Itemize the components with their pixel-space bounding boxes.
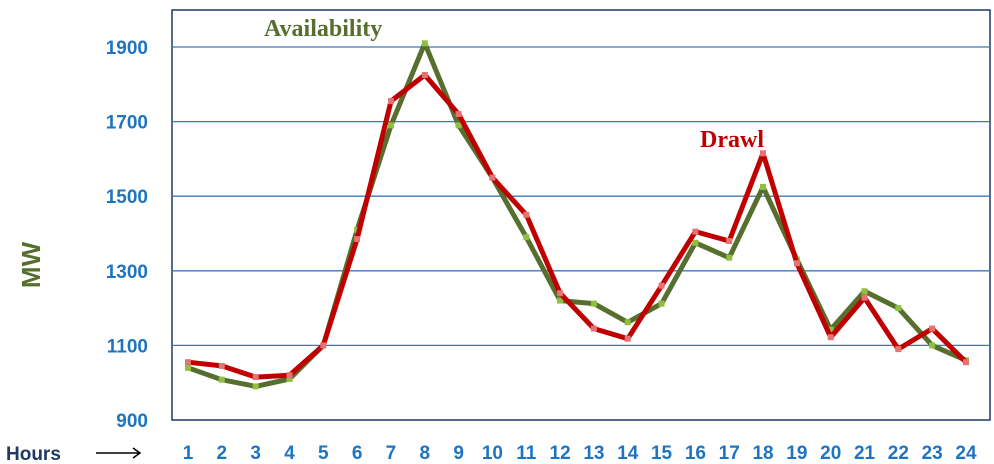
x-tick-21: 21 <box>854 443 876 464</box>
y-tick-1300: 1300 <box>106 262 148 283</box>
x-tick-17: 17 <box>719 443 740 464</box>
drawl-point-4 <box>286 372 293 379</box>
x-tick-2: 2 <box>217 443 228 464</box>
drawl-point-16 <box>692 228 699 235</box>
y-tick-1700: 1700 <box>106 113 148 134</box>
x-tick-18: 18 <box>752 443 773 464</box>
drawl-point-14 <box>624 335 631 342</box>
drawl-point-19 <box>793 260 800 267</box>
x-tick-3: 3 <box>250 443 261 464</box>
drawl-point-1 <box>185 359 191 366</box>
drawl-point-20 <box>827 334 834 341</box>
drawl-point-2 <box>218 362 225 369</box>
drawl-point-8 <box>421 72 428 78</box>
availability-point-20 <box>827 326 834 333</box>
x-tick-4: 4 <box>284 443 295 464</box>
drawl-point-10 <box>489 174 496 181</box>
y-tick-1500: 1500 <box>106 187 148 208</box>
drawl-point-13 <box>590 325 597 332</box>
x-tick-7: 7 <box>386 443 397 464</box>
drawl-point-12 <box>557 290 564 297</box>
x-tick-23: 23 <box>922 443 943 464</box>
plot-area <box>171 9 991 421</box>
x-tick-8: 8 <box>419 443 430 464</box>
y-tick-1900: 1900 <box>106 38 148 59</box>
drawl-point-11 <box>523 211 530 218</box>
x-tick-labels: 1 2 3 4 5 6 7 8 9 10 11 12 13 14 15 16 17 18 19 20 21 22 23 24 <box>183 443 977 464</box>
y-tick-900: 900 <box>116 411 148 432</box>
x-tick-9: 9 <box>453 443 464 464</box>
availability-point-21 <box>861 288 868 295</box>
availability-point-16 <box>692 239 699 246</box>
x-tick-16: 16 <box>685 443 706 464</box>
x-tick-12: 12 <box>550 443 571 464</box>
availability-point-22 <box>895 305 902 312</box>
availability-point-18 <box>760 183 766 190</box>
x-axis-label-arrow <box>96 447 142 459</box>
drawl-point-7 <box>388 98 394 105</box>
availability-point-3 <box>252 383 259 390</box>
x-tick-6: 6 <box>352 443 363 464</box>
drawl-point-6 <box>354 236 361 243</box>
x-tick-19: 19 <box>786 443 807 464</box>
drawl-line <box>185 72 969 380</box>
drawl-point-18 <box>760 150 766 157</box>
x-tick-20: 20 <box>820 443 841 464</box>
drawl-point-17 <box>726 238 733 244</box>
drawl-point-9 <box>455 111 462 118</box>
availability-point-14 <box>624 319 631 326</box>
availability-point-12 <box>557 297 564 304</box>
drawl-point-23 <box>929 325 936 332</box>
x-tick-1: 1 <box>183 443 194 464</box>
gridlines <box>172 46 990 347</box>
availability-point-15 <box>658 300 665 307</box>
y-axis-label: MW <box>16 241 46 288</box>
drawl-point-15 <box>658 282 665 289</box>
x-tick-14: 14 <box>617 443 639 464</box>
availability-point-11 <box>523 234 530 241</box>
availability-point-2 <box>218 376 225 383</box>
x-tick-22: 22 <box>888 443 909 464</box>
availability-annotation: Availability <box>264 16 382 42</box>
availability-point-7 <box>388 122 394 129</box>
availability-point-4 <box>286 376 293 382</box>
y-tick-labels: 900 1100 1300 1500 1700 1900 <box>106 38 148 432</box>
availability-point-23 <box>929 342 936 349</box>
x-tick-24: 24 <box>955 443 977 464</box>
x-axis-label: Hours <box>6 444 61 464</box>
x-tick-5: 5 <box>318 443 329 464</box>
availability-point-1 <box>185 364 191 371</box>
drawl-point-5 <box>320 342 327 349</box>
series-lines <box>185 40 969 390</box>
availability-point-17 <box>726 254 733 261</box>
x-tick-15: 15 <box>651 443 673 464</box>
availability-point-13 <box>590 300 597 307</box>
drawl-point-22 <box>895 346 902 353</box>
x-tick-11: 11 <box>516 443 537 464</box>
availability-point-9 <box>455 122 462 129</box>
drawl-point-21 <box>861 294 868 301</box>
y-tick-1100: 1100 <box>107 336 148 357</box>
drawl-annotation: Drawl <box>700 127 764 153</box>
drawl-point-24 <box>963 359 969 366</box>
drawl-point-3 <box>252 374 259 381</box>
x-tick-13: 13 <box>583 443 604 464</box>
availability-point-8 <box>421 40 428 47</box>
x-tick-10: 10 <box>482 443 503 464</box>
